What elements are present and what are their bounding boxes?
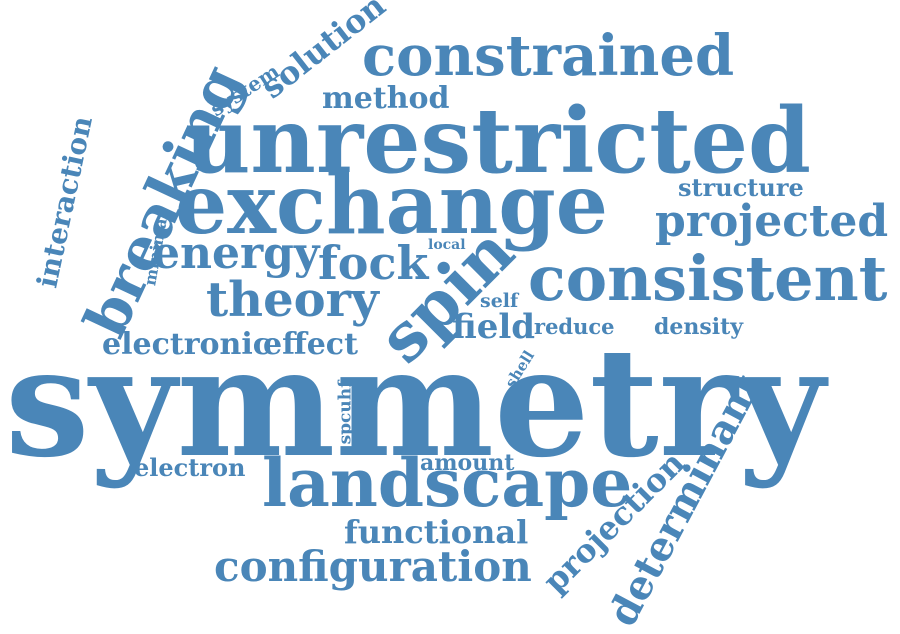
word-method: method [322, 81, 450, 116]
word-constrained: constrained [362, 23, 735, 89]
word-energy: energy [152, 228, 320, 279]
word-interaction: interaction [30, 113, 99, 291]
word-density: density [654, 314, 744, 340]
word-projected: projected [655, 196, 889, 247]
word-cloud: symmetry unrestricted exchange landscape… [5, 0, 889, 634]
word-field: field [452, 307, 536, 347]
word-structure: structure [678, 173, 804, 202]
word-reduce: reduce [534, 314, 615, 339]
word-fock: fock [318, 236, 429, 290]
word-configuration: configuration [214, 542, 532, 591]
word-exchange: exchange [175, 157, 608, 253]
word-electronic: electronic [102, 327, 271, 362]
word-effect: effect [263, 327, 358, 362]
word-symmetry: symmetry [5, 315, 825, 491]
word-functional: functional [344, 513, 529, 551]
word-local: local [428, 237, 466, 253]
word-theory: theory [206, 272, 379, 328]
word-consistent: consistent [528, 242, 888, 315]
word-electron: electron [134, 453, 246, 482]
word-unrestricted: unrestricted [185, 88, 811, 194]
word-spcuhf: spcuhf [335, 380, 356, 445]
word-self: self [480, 290, 519, 312]
word-landscape: landscape [262, 444, 633, 522]
word-amount: amount [420, 450, 515, 476]
